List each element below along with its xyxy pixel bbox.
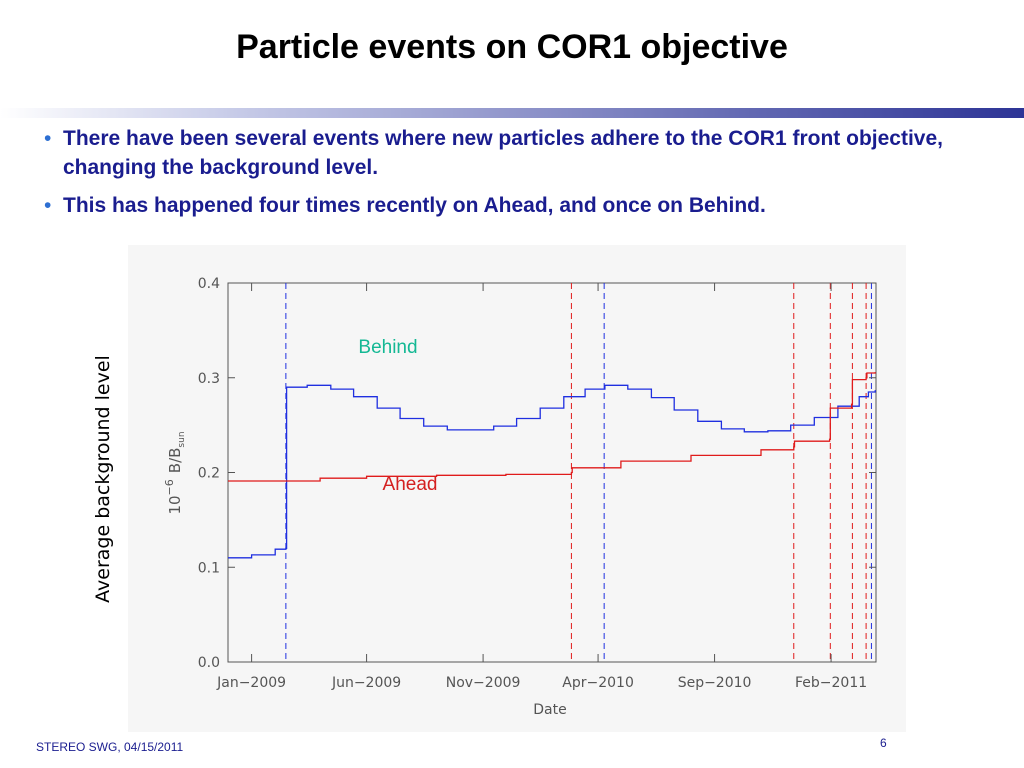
bullet-item: • This has happened four times recently … <box>44 191 1004 220</box>
x-tick-label: Sep−2010 <box>678 675 752 691</box>
svg-text:10−6B/Bsun: 10−6 B/Bsun <box>163 431 187 514</box>
y-tick-label: 0.1 <box>198 560 220 576</box>
footer-text: STEREO SWG, 04/15/2011 <box>36 740 184 754</box>
outer-y-axis-label: Average background level <box>92 355 114 603</box>
page-number: 6 <box>880 736 887 750</box>
series-line-ahead <box>228 372 876 482</box>
x-tick-label: Jan−2009 <box>216 675 286 691</box>
bullet-glyph: • <box>44 194 52 217</box>
x-tick-label: Apr−2010 <box>562 675 634 691</box>
chart-panel: 0.0 0.1 0.2 0.3 0.4 Jan−2009 Jun−2009 Nov−2009… <box>128 245 906 732</box>
y-tick-label: 0.0 <box>198 655 220 671</box>
x-axis-ticks: Jan−2009 Jun−2009 Nov−2009 Apr−2010 Sep−2010… <box>216 283 867 691</box>
series-lines <box>228 372 876 559</box>
series-label-ahead: Ahead <box>383 474 438 495</box>
series-label-behind: Behind <box>358 337 417 358</box>
y-tick-label: 0.4 <box>198 276 220 292</box>
y-axis-label-exponent: −6 <box>163 479 176 495</box>
bullet-item: • There have been several events where n… <box>44 124 1004 182</box>
y-tick-label: 0.2 <box>198 466 220 482</box>
event-lines <box>285 283 872 662</box>
bullet-glyph: • <box>44 127 52 150</box>
x-tick-label: Jun−2009 <box>331 675 401 691</box>
y-tick-label: 0.3 <box>198 371 220 387</box>
title-divider <box>0 108 1024 118</box>
bullet-text: There have been several events where new… <box>63 127 943 179</box>
slide-title: Particle events on COR1 objective <box>236 28 788 66</box>
y-axis-ticks: 0.0 0.1 0.2 0.3 0.4 <box>198 276 876 671</box>
plot-frame <box>227 282 877 663</box>
y-axis-label-prefix: 10 <box>166 495 184 514</box>
x-tick-label: Feb−2011 <box>795 675 867 691</box>
bullet-list: • There have been several events where n… <box>44 124 1004 229</box>
y-axis-label-main: B/B <box>166 448 184 474</box>
y-axis-label: 10−6 B/Bsun <box>163 431 187 514</box>
y-axis-label-sub: sun <box>177 431 187 447</box>
x-tick-label: Nov−2009 <box>446 675 521 691</box>
background-level-chart: 0.0 0.1 0.2 0.3 0.4 Jan−2009 Jun−2009 Nov−2009… <box>163 276 877 718</box>
series-line-behind <box>228 384 876 559</box>
bullet-text: This has happened four times recently on… <box>63 194 766 217</box>
x-axis-label: Date <box>533 702 566 718</box>
